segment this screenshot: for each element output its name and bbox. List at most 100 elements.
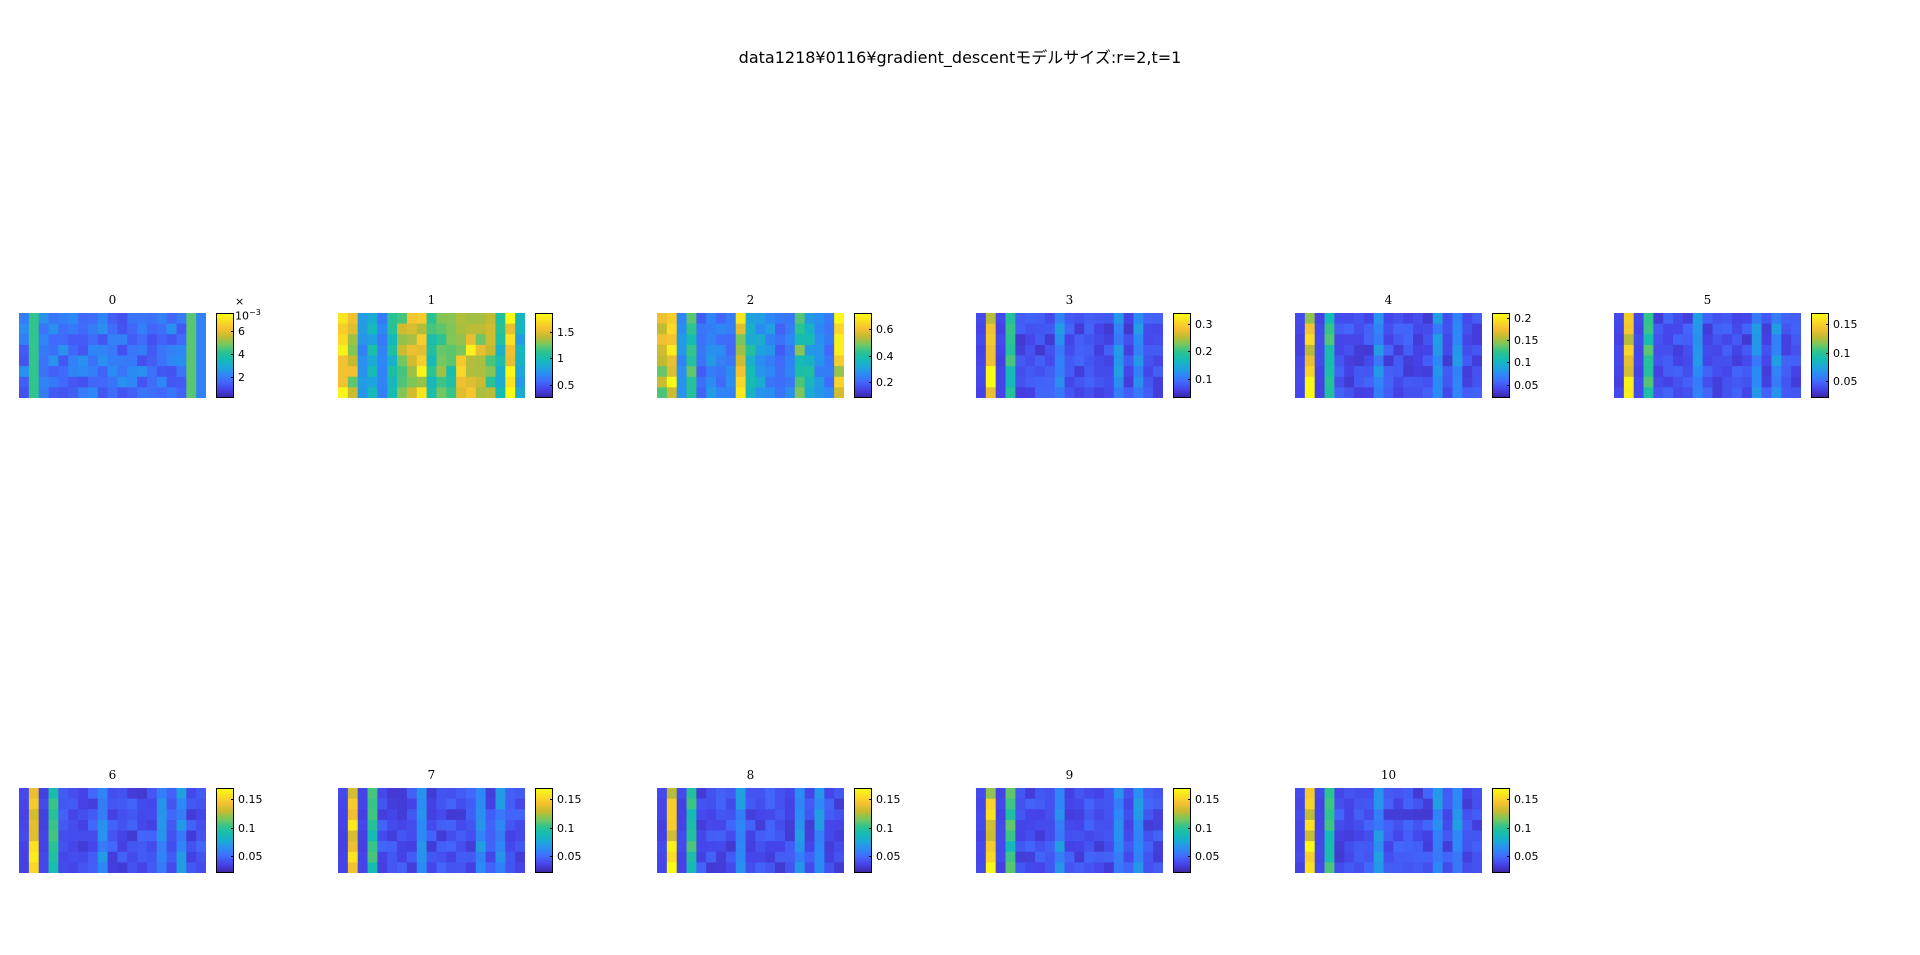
heatmap-cell (1363, 798, 1375, 810)
heatmap-cell (1472, 798, 1482, 810)
heatmap-cell (1005, 819, 1016, 831)
heatmap-cell (1393, 851, 1404, 863)
heatmap-cell (377, 344, 388, 356)
heatmap-cell (156, 841, 168, 853)
heatmap-cell (1383, 355, 1394, 367)
heatmap-cell (196, 788, 206, 800)
heatmap-cell (19, 323, 30, 335)
heatmap-cell (784, 819, 796, 831)
heatmap-cell (426, 798, 437, 810)
heatmap-cell (1035, 355, 1046, 367)
heatmap-cell (19, 798, 30, 810)
heatmap-cell (68, 313, 79, 325)
heatmap-cell (716, 862, 727, 873)
heatmap-cell (78, 323, 89, 335)
heatmap-cell (107, 841, 118, 853)
heatmap-cell (1133, 334, 1144, 346)
colorbar-tick-mark (1826, 381, 1829, 382)
heatmap-cell (68, 841, 79, 853)
heatmap-cell (446, 344, 457, 356)
heatmap-cell (58, 841, 69, 853)
heatmap-cell (28, 788, 40, 800)
heatmap-cell (814, 355, 825, 367)
heatmap-cell (156, 366, 168, 378)
heatmap-cell (426, 366, 437, 378)
heatmap-cell (1304, 366, 1316, 378)
heatmap-cell (794, 830, 806, 842)
heatmap-cell (804, 830, 815, 842)
heatmap-cell (117, 376, 128, 388)
heatmap-cell (416, 344, 427, 356)
heatmap-cell (456, 344, 467, 356)
heatmap-cell (706, 841, 717, 853)
heatmap-cell (97, 819, 108, 831)
colorbar-tick-mark (869, 355, 872, 357)
heatmap-cell (1432, 313, 1444, 325)
heatmap-cell (1403, 376, 1414, 388)
heatmap-cell (696, 830, 707, 842)
heatmap-cell (338, 334, 349, 346)
heatmap-cell (1295, 830, 1306, 842)
heatmap-cell (1712, 355, 1723, 367)
heatmap-cell (1314, 841, 1325, 853)
heatmap-cell (834, 819, 844, 831)
heatmap-cell (387, 323, 398, 335)
heatmap-cell (1344, 809, 1355, 821)
heatmap-cell (834, 376, 844, 388)
heatmap-cell (976, 366, 987, 378)
heatmap-cell (1295, 809, 1306, 821)
heatmap-cell (465, 334, 477, 346)
heatmap-cell (1771, 323, 1782, 335)
heatmap-cell (1363, 788, 1375, 800)
heatmap-cell (127, 788, 138, 800)
heatmap-cell (814, 841, 825, 853)
heatmap-cell (784, 366, 796, 378)
heatmap-cell (505, 788, 516, 800)
heatmap-panel-4: 4 0.05 0.1 0.15 0.2 (1276, 293, 1539, 405)
heatmap-cell (1472, 376, 1482, 388)
heatmap-cell (1623, 387, 1635, 398)
heatmap-cell (78, 334, 89, 346)
heatmap-cell (686, 830, 697, 842)
heatmap-cell (1383, 798, 1394, 810)
heatmap-cell (804, 862, 815, 873)
heatmap-cell (1462, 313, 1473, 325)
heatmap-cell (1354, 830, 1365, 842)
heatmap-cell (28, 851, 40, 863)
heatmap-cell (976, 376, 987, 388)
heatmap-cell (166, 344, 177, 356)
heatmap-cell (377, 355, 388, 367)
heatmap-cell (426, 355, 437, 367)
heatmap-cell (397, 788, 408, 800)
heatmap-cell (1015, 323, 1026, 335)
heatmap-cell (1035, 841, 1046, 853)
heatmap-cell (485, 798, 496, 810)
heatmap-cell (716, 387, 727, 398)
heatmap-cell (1324, 387, 1335, 398)
heatmap-cell (735, 323, 746, 335)
heatmap-cell (676, 851, 687, 863)
heatmap-cell (1015, 366, 1026, 378)
heatmap-cell (1123, 798, 1134, 810)
heatmap-cell (1791, 323, 1801, 335)
heatmap-cell (156, 334, 168, 346)
heatmap-cell (117, 841, 128, 853)
heatmap-cell (1035, 376, 1046, 388)
heatmap-cell (1044, 819, 1056, 831)
heatmap-cell (505, 809, 516, 821)
heatmap-cell (735, 819, 746, 831)
heatmap-cell (735, 313, 746, 325)
heatmap-cell (426, 313, 437, 325)
heatmap-cell (1035, 334, 1046, 346)
heatmap-cell (1623, 334, 1635, 346)
heatmap-cell (1472, 355, 1482, 367)
heatmap-cell (397, 830, 408, 842)
heatmap-cell (657, 376, 668, 388)
heatmap-cell (196, 366, 206, 378)
heatmap-cell (1334, 830, 1345, 842)
heatmap-cell (357, 355, 368, 367)
heatmap-cell (338, 798, 349, 810)
heatmap-cell (1373, 366, 1384, 378)
heatmap-cell (1074, 376, 1085, 388)
heatmap-cell (1692, 334, 1703, 346)
